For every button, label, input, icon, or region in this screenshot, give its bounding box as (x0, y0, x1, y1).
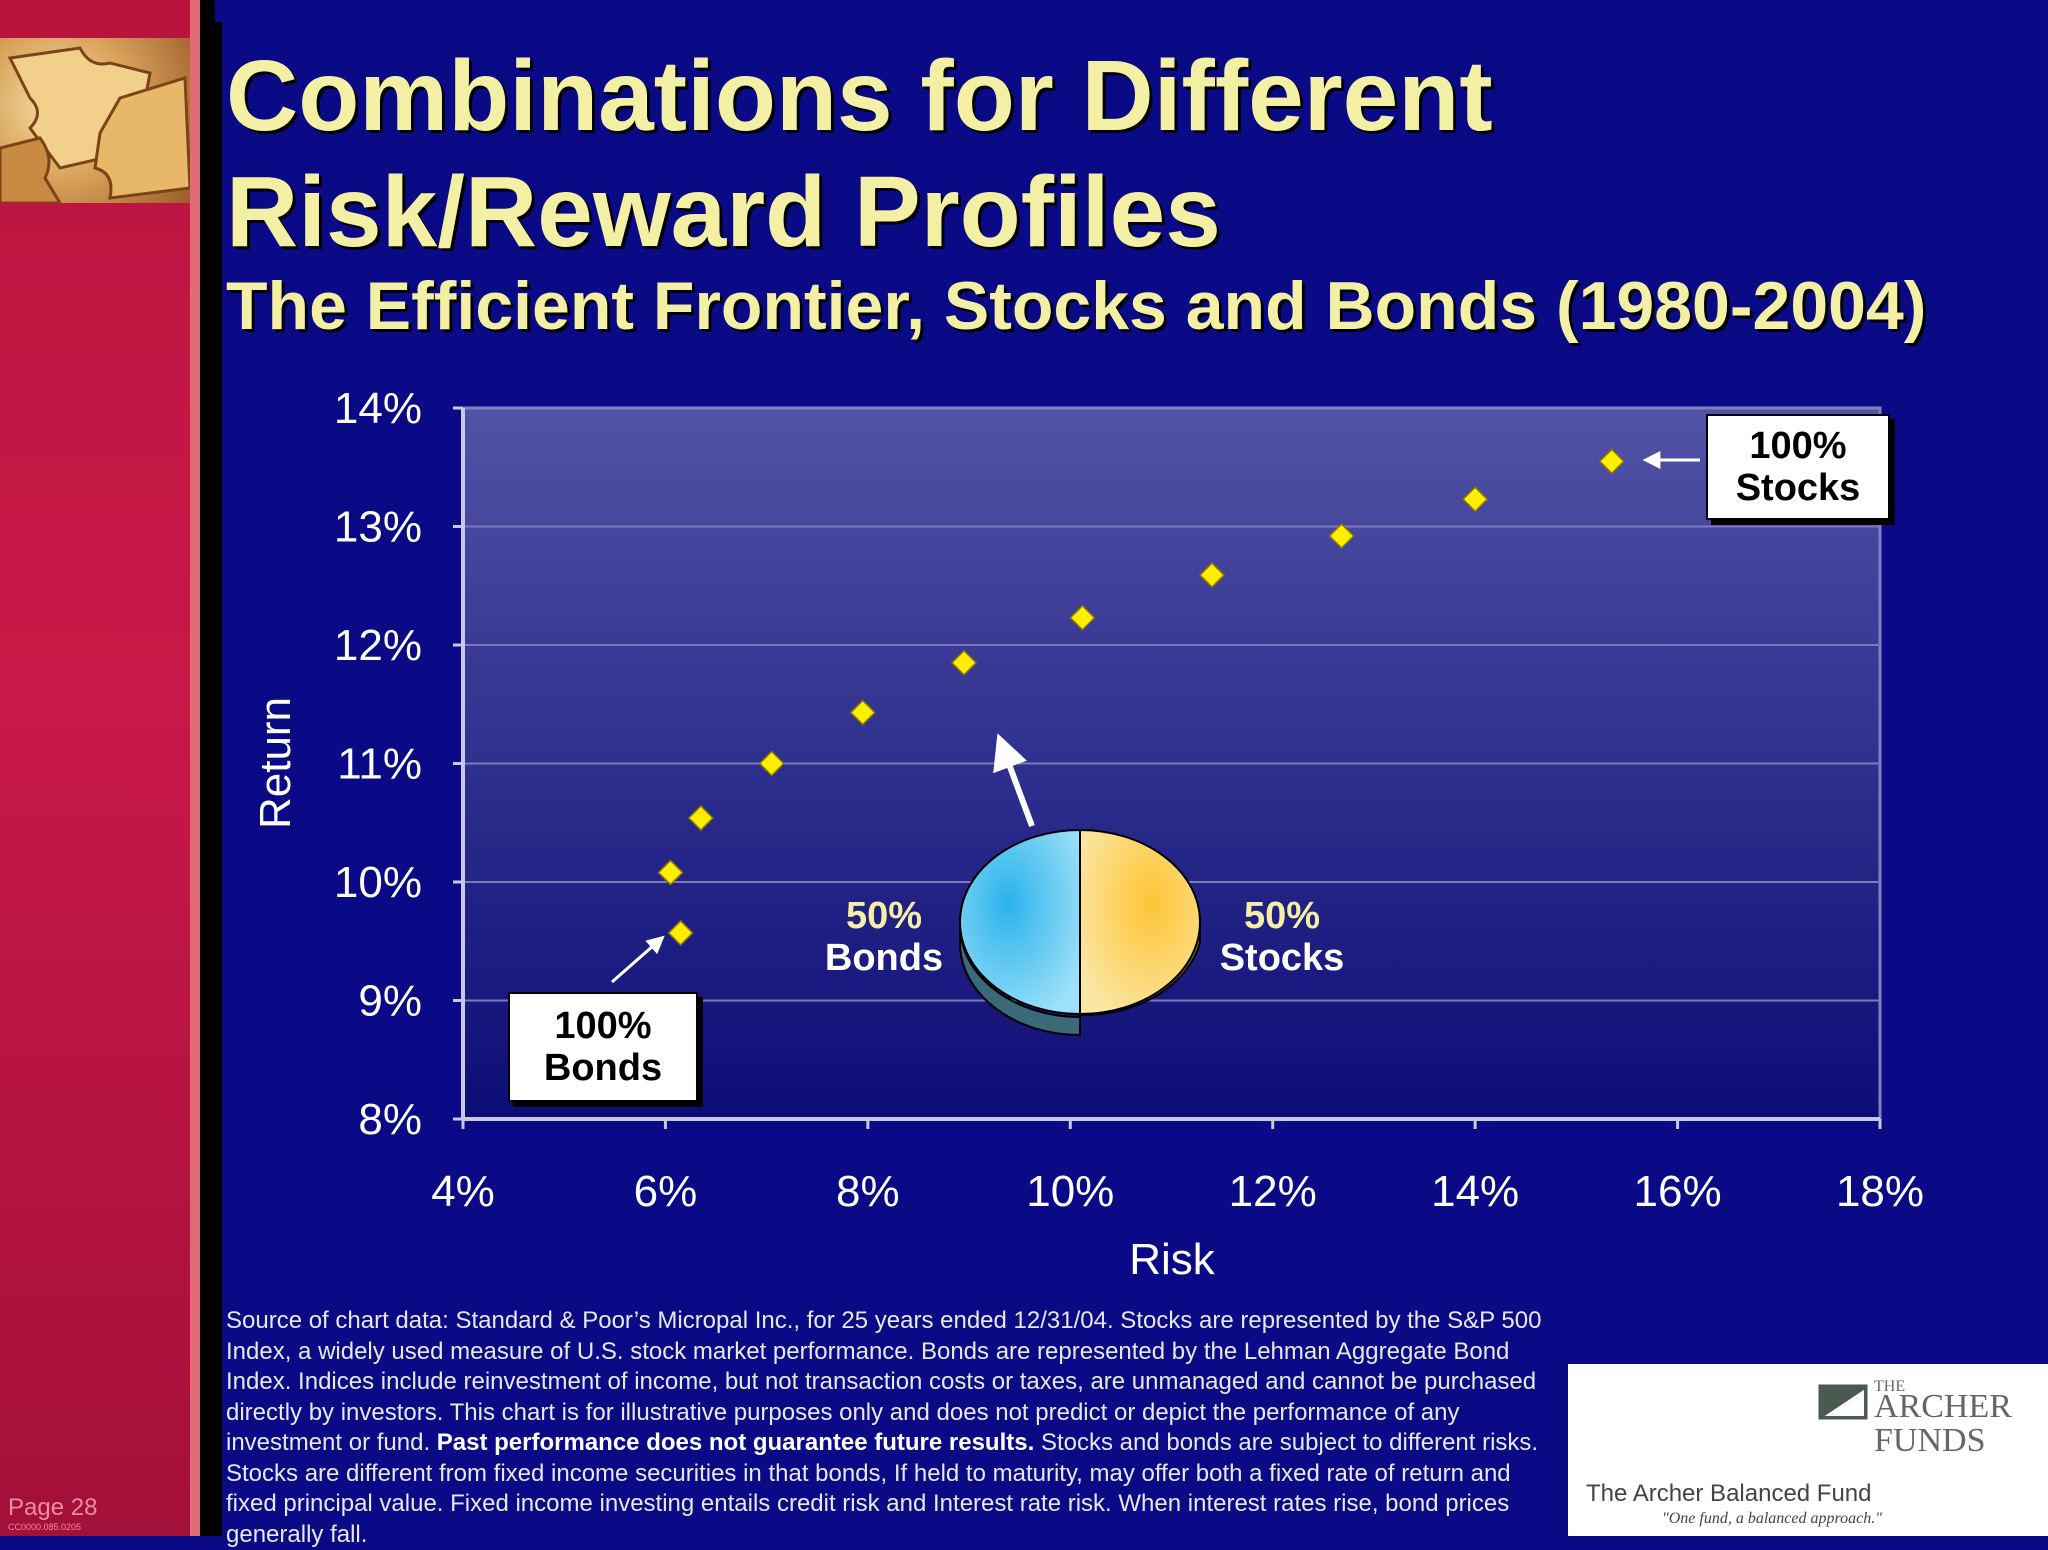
x-tick-label: 14% (1431, 1167, 1519, 1216)
puzzle-pieces-icon (0, 46, 190, 203)
y-tick-label: 12% (334, 621, 422, 670)
x-tick-label: 10% (1026, 1167, 1114, 1216)
document-code: CC0000.085.0205 (8, 1522, 82, 1532)
y-tick-label: 14% (334, 384, 422, 433)
archer-arrow-icon (1818, 1384, 1868, 1420)
callout-100-bonds: 100% Bonds (508, 992, 698, 1102)
frontier-points (657, 448, 1625, 947)
pie-slice-bonds (959, 828, 1081, 1016)
x-tick-label: 16% (1634, 1167, 1722, 1216)
data-point-7 (1069, 604, 1096, 631)
data-point-9 (1328, 522, 1355, 550)
source-disclaimer: Source of chart data: Standard & Poor’s … (226, 1306, 1566, 1550)
page-title: Combinations for Different Risk/Reward P… (226, 38, 1986, 270)
data-point-4 (758, 750, 785, 777)
data-point-10 (1462, 486, 1489, 513)
bonds-pointer-arrow (611, 935, 665, 984)
sidebar-band (0, 0, 190, 1536)
pie-bonds-percent: 50% (846, 895, 922, 937)
pie-stocks-percent: 50% (1244, 895, 1320, 937)
y-tick-label: 10% (334, 858, 422, 907)
x-axis-title: Risk (1129, 1235, 1216, 1284)
data-point-6 (950, 649, 978, 676)
x-axis-ticks: 4% 6% 8% 10% 12% 14% 16% 18% (431, 1119, 1924, 1216)
x-tick-label: 6% (634, 1167, 698, 1216)
pie-slice-stocks (1079, 828, 1201, 1016)
archer-logo: THE ARCHER FUNDS The Archer Balanced Fun… (1568, 1364, 2048, 1536)
logo-name: ARCHER FUNDS (1874, 1390, 2012, 1458)
disclaimer-text: Source of chart data: Standard & Poor’s … (226, 1307, 1542, 1456)
data-point-11 (1598, 448, 1625, 475)
pie-bonds-label: Bonds (825, 937, 943, 979)
logo-the: THE (1874, 1378, 1906, 1395)
data-point-2 (657, 859, 684, 886)
y-axis-ticks: 8% 9% 10% 11% 12% 13% 14% (334, 384, 463, 1144)
callout-100-stocks: 100% Stocks (1706, 414, 1890, 520)
vertical-divider (214, 22, 222, 1536)
x-tick-label: 4% (431, 1167, 495, 1216)
title-line-1: Combinations for Different (226, 40, 1493, 152)
data-point-1 (667, 919, 694, 947)
logo-name-line2: FUNDS (1874, 1422, 1986, 1459)
pie-bonds-depth (959, 924, 1081, 1037)
callout-bonds-pct: 100% (554, 1005, 652, 1047)
y-tick-label: 11% (337, 740, 422, 789)
puzzle-image (0, 38, 190, 203)
sidebar-edge (190, 0, 200, 1536)
callout-stocks-pct: 100% (1749, 425, 1847, 467)
pie-stocks-label: Stocks (1220, 937, 1345, 979)
y-axis-title: Return (251, 697, 300, 829)
fund-tagline: "One fund, a balanced approach." (1662, 1510, 1882, 1527)
data-point-5 (849, 699, 876, 726)
sidebar-shadow (200, 0, 215, 1536)
title-line-2: Risk/Reward Profiles (226, 156, 1221, 268)
y-tick-label: 9% (358, 977, 422, 1026)
callout-bonds-label: Bonds (543, 1047, 663, 1089)
x-tick-label: 12% (1229, 1167, 1317, 1216)
callout-stocks-label: Stocks (1735, 467, 1861, 509)
y-tick-label: 8% (358, 1095, 422, 1144)
page-number: Page 28 (8, 1494, 98, 1521)
data-point-8 (1198, 562, 1226, 589)
x-tick-label: 8% (836, 1167, 900, 1216)
logo-name-line1: ARCHER (1874, 1388, 2012, 1425)
pie-pointer-arrow (993, 733, 1035, 828)
y-tick-label: 13% (334, 503, 422, 552)
fund-name: The Archer Balanced Fund (1586, 1480, 1872, 1507)
disclaimer-bold: Past performance does not guarantee futu… (436, 1429, 1035, 1456)
x-tick-label: 18% (1836, 1167, 1924, 1216)
allocation-pie (959, 828, 1201, 1037)
page-subtitle: The Efficient Frontier, Stocks and Bonds… (226, 268, 1927, 344)
efficient-frontier-chart: 8% 9% 10% 11% 12% 13% 14% 4% 6% 8% 10% 12% 14% 16% 18… (251, 384, 1924, 1284)
data-point-3 (687, 804, 714, 832)
